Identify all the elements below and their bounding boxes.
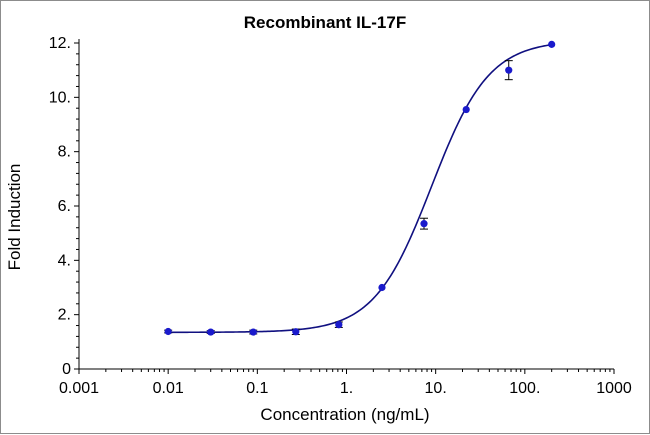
y-tick-label: 6. — [58, 198, 71, 215]
data-point — [292, 328, 300, 336]
data-point — [548, 40, 556, 48]
data-point — [378, 283, 386, 292]
data-point — [249, 328, 257, 336]
data-point — [164, 327, 172, 336]
chart-title: Recombinant IL-17F — [243, 13, 407, 32]
y-tick-label: 10. — [49, 89, 71, 106]
y-tick-label: 8. — [58, 144, 71, 161]
fit-curve — [168, 43, 552, 334]
x-axis-label: Concentration (ng/mL) — [260, 405, 430, 424]
x-tick-label: 0.1 — [246, 380, 268, 397]
x-tick-label: 100. — [509, 380, 540, 397]
y-tick-label: 2. — [58, 307, 71, 324]
y-tick-label: 4. — [58, 252, 71, 269]
x-tick-label: 1. — [340, 380, 353, 397]
data-point — [420, 220, 428, 228]
data-point — [207, 328, 215, 336]
y-tick-label: 0 — [62, 361, 71, 378]
data-point — [462, 105, 470, 114]
x-tick-label: 0.001 — [59, 380, 99, 397]
x-tick-label: 0.01 — [153, 380, 184, 397]
x-tick-label: 10. — [425, 380, 447, 397]
y-tick-label: 12. — [49, 35, 71, 52]
data-point — [335, 321, 343, 329]
x-tick-label: 1000 — [596, 380, 632, 397]
data-point — [505, 66, 513, 74]
